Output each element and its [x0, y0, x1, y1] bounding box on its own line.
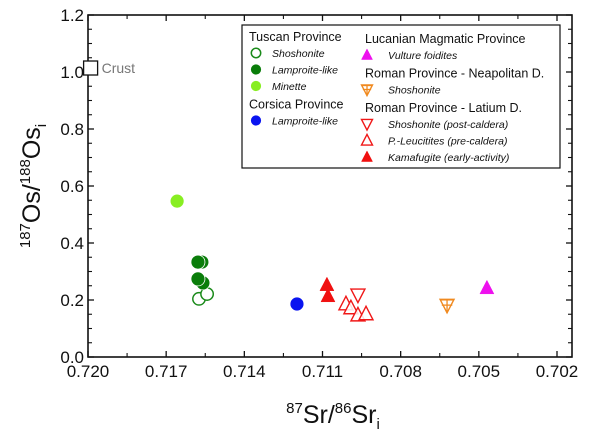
x-tick-label: 0.705: [458, 362, 501, 381]
crust-label: Crust: [102, 60, 136, 76]
circle-filled-marker: [251, 115, 262, 126]
legend-group-title: Corsica Province: [249, 98, 344, 112]
legend-item-label: Lamproite-like: [272, 116, 338, 128]
crust-annotation: Crust: [84, 60, 136, 76]
circle-filled-marker: [290, 297, 304, 311]
legend-item-label: Shoshonite: [272, 48, 325, 60]
triangle-up-marker: [480, 280, 494, 293]
y-tick-label: 1.2: [60, 6, 84, 25]
y-tick-label: 0.2: [60, 291, 84, 310]
data-point-corsica_lamproite: [290, 297, 304, 311]
legend-item-label: P.-Leucitites (pre-caldera): [388, 136, 507, 148]
x-tick-label: 0.702: [536, 362, 579, 381]
x-axis-title: 87Sr/86Sri: [286, 400, 380, 433]
legend-item-label: Shoshonite (post-caldera): [388, 119, 508, 131]
data-point-latium_kama: [320, 277, 334, 290]
circle-filled-marker: [191, 255, 205, 269]
data-points: [170, 194, 494, 321]
circle-filled-marker: [251, 64, 262, 75]
x-tick-label: 0.708: [379, 362, 422, 381]
y-tick-label: 0.0: [60, 348, 84, 367]
circle-filled-marker: [251, 81, 262, 92]
data-point-tuscan_minette: [170, 194, 184, 208]
crust-square-marker: [84, 61, 98, 75]
y-tick-label: 0.6: [60, 177, 84, 196]
data-point-neapolitan_shoshonite: [440, 299, 454, 312]
y-tick-label: 0.4: [60, 234, 84, 253]
circle-filled-marker: [191, 272, 205, 286]
legend-marker-tuscan_minette: [251, 81, 262, 92]
legend-group-title: Roman Province - Latium D.: [365, 101, 522, 115]
legend-item-label: Vulture foidites: [388, 50, 458, 62]
legend: Tuscan Province Shoshonite Lamproite-like M…: [242, 25, 560, 168]
legend-group-title: Lucanian Magmatic Province: [365, 32, 526, 46]
y-axis-title: 187Os/188Osi: [17, 124, 50, 248]
legend-item-label: Shoshonite: [388, 85, 441, 97]
triangle-up-marker: [320, 277, 334, 290]
legend-group-title: Roman Province - Neapolitan D.: [365, 67, 544, 81]
legend-item-label: Lamproite-like: [272, 65, 338, 77]
legend-marker-corsica_lamproite: [251, 115, 262, 126]
circle-open-marker: [251, 48, 260, 57]
legend-marker-tuscan_lamproite: [251, 64, 262, 75]
legend-marker-tuscan_shoshonite: [251, 48, 260, 57]
data-point-latium_post: [351, 289, 365, 302]
circle-filled-marker: [170, 194, 184, 208]
y-axis-title-group: 187Os/188Osi: [17, 124, 50, 248]
y-tick-label: 1.0: [60, 63, 84, 82]
legend-item-label: Minette: [272, 81, 307, 93]
x-tick-label: 0.711: [302, 362, 343, 381]
data-point-tuscan_lamproite: [191, 272, 205, 286]
x-tick-label: 0.714: [223, 362, 266, 381]
legend-item-label: Kamafugite (early-activity): [388, 152, 509, 164]
y-tick-label: 0.8: [60, 120, 84, 139]
data-point-vulture: [480, 280, 494, 293]
legend-group-title: Tuscan Province: [249, 30, 342, 44]
data-point-tuscan_lamproite: [191, 255, 205, 269]
x-tick-label: 0.717: [145, 362, 188, 381]
triangle-down-marker: [351, 289, 365, 302]
